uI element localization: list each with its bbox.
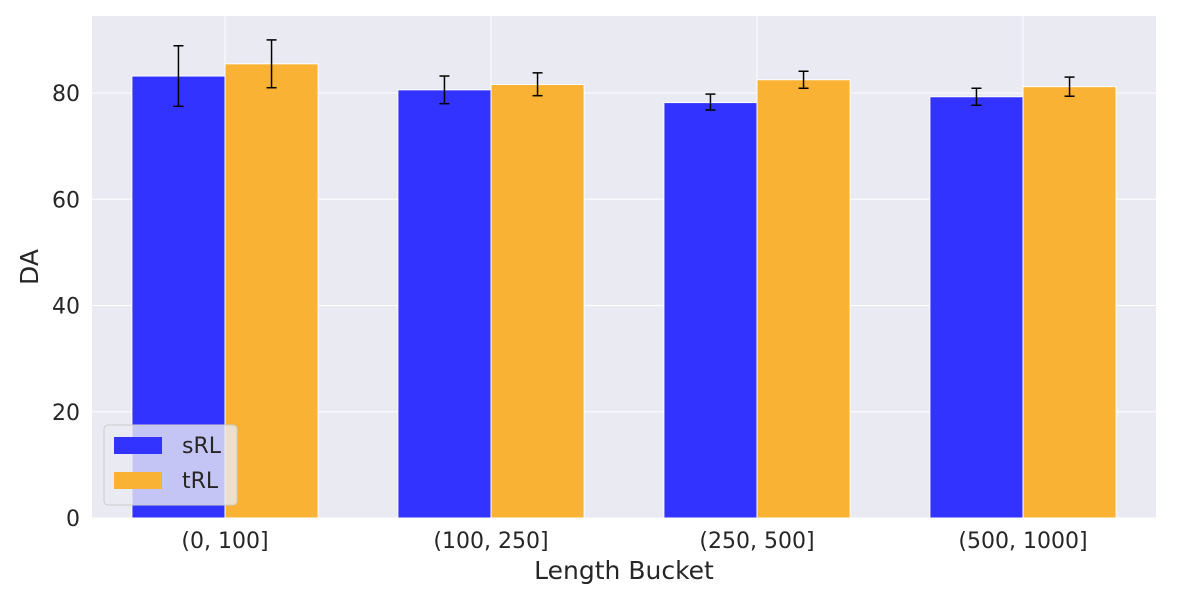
x-tick-label: (250, 500] bbox=[699, 529, 814, 554]
bar-sRL-3 bbox=[929, 96, 1024, 519]
bar-tRL-1 bbox=[490, 84, 585, 519]
legend-label-sRL: sRL bbox=[182, 434, 222, 459]
error-bars bbox=[173, 39, 1075, 111]
bar-tRL-0 bbox=[224, 63, 319, 519]
y-tick-label: 60 bbox=[52, 188, 80, 213]
legend-swatch-sRL bbox=[114, 437, 162, 454]
x-tick-label: (500, 1000] bbox=[958, 529, 1087, 554]
y-axis-ticks: 0 20 40 60 80 bbox=[52, 82, 80, 532]
y-tick-label: 40 bbox=[52, 295, 80, 320]
legend-swatch-tRL bbox=[114, 472, 162, 489]
bar-tRL-3 bbox=[1022, 86, 1117, 519]
y-tick-label: 80 bbox=[52, 82, 80, 107]
x-axis-label: Length Bucket bbox=[534, 556, 714, 585]
bar-sRL-2 bbox=[663, 102, 758, 519]
x-tick-label: (100, 250] bbox=[433, 529, 548, 554]
bar-sRL-1 bbox=[397, 89, 492, 519]
y-tick-label: 0 bbox=[66, 507, 80, 532]
x-tick-label: (0, 100] bbox=[181, 529, 268, 554]
x-axis-ticks: (0, 100] (100, 250] (250, 500] (500, 1000] bbox=[181, 529, 1087, 554]
y-tick-label: 20 bbox=[52, 401, 80, 426]
y-axis-label: DA bbox=[15, 249, 44, 285]
legend: sRL tRL bbox=[103, 424, 238, 506]
legend-label-tRL: tRL bbox=[182, 469, 219, 494]
bar-tRL-2 bbox=[756, 79, 851, 519]
